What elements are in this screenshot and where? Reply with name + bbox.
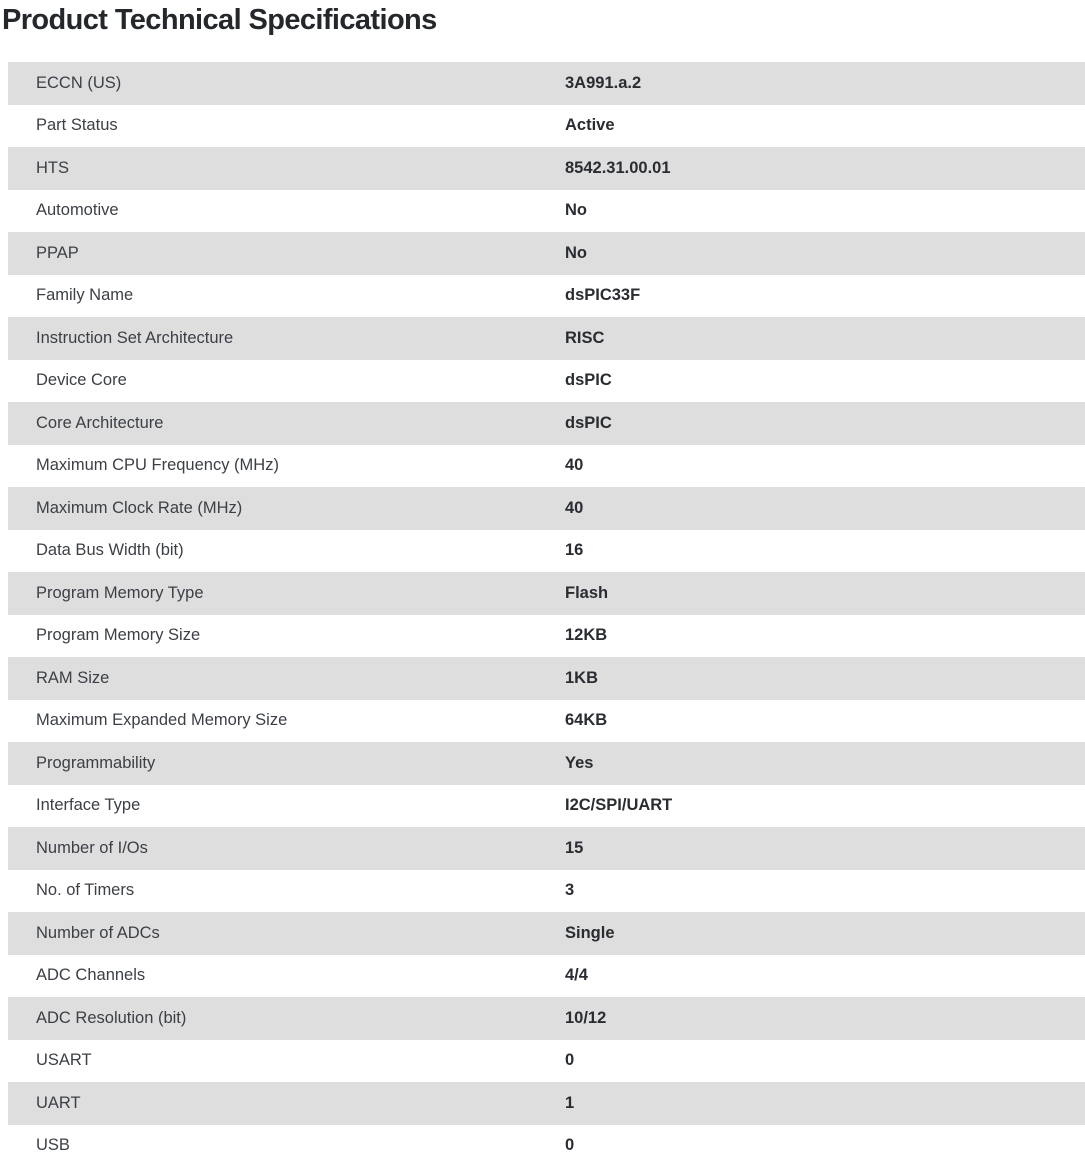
spec-label: Device Core xyxy=(8,371,565,390)
spec-value: 1KB xyxy=(565,669,1085,688)
spec-value: Active xyxy=(565,116,1085,135)
spec-value: dsPIC xyxy=(565,414,1085,433)
spec-value: 15 xyxy=(565,839,1085,858)
spec-row: Maximum CPU Frequency (MHz)40 xyxy=(8,445,1085,488)
page-title: Product Technical Specifications xyxy=(0,0,1085,37)
spec-label: Maximum Clock Rate (MHz) xyxy=(8,499,565,518)
spec-label: RAM Size xyxy=(8,669,565,688)
spec-label: Interface Type xyxy=(8,796,565,815)
spec-label: Number of ADCs xyxy=(8,924,565,943)
spec-value: Flash xyxy=(565,584,1085,603)
spec-value: 10/12 xyxy=(565,1009,1085,1028)
spec-label: Maximum Expanded Memory Size xyxy=(8,711,565,730)
spec-label: No. of Timers xyxy=(8,881,565,900)
spec-value: 0 xyxy=(565,1051,1085,1070)
spec-value: No xyxy=(565,201,1085,220)
spec-value: No xyxy=(565,244,1085,263)
spec-label: USB xyxy=(8,1136,565,1155)
spec-value: 3A991.a.2 xyxy=(565,74,1085,93)
spec-label: Maximum CPU Frequency (MHz) xyxy=(8,456,565,475)
spec-value: 4/4 xyxy=(565,966,1085,985)
spec-label: Instruction Set Architecture xyxy=(8,329,565,348)
spec-value: RISC xyxy=(565,329,1085,348)
spec-value: dsPIC xyxy=(565,371,1085,390)
spec-label: HTS xyxy=(8,159,565,178)
spec-label: Data Bus Width (bit) xyxy=(8,541,565,560)
spec-label: ECCN (US) xyxy=(8,74,565,93)
spec-value: 64KB xyxy=(565,711,1085,730)
spec-value: I2C/SPI/UART xyxy=(565,796,1085,815)
spec-label: Number of I/Os xyxy=(8,839,565,858)
spec-label: Core Architecture xyxy=(8,414,565,433)
spec-label: Programmability xyxy=(8,754,565,773)
spec-label: Program Memory Type xyxy=(8,584,565,603)
spec-value: Single xyxy=(565,924,1085,943)
spec-label: Family Name xyxy=(8,286,565,305)
spec-row: Maximum Clock Rate (MHz)40 xyxy=(8,487,1085,530)
spec-value: 12KB xyxy=(565,626,1085,645)
spec-label: Program Memory Size xyxy=(8,626,565,645)
spec-value: 16 xyxy=(565,541,1085,560)
spec-value: 3 xyxy=(565,881,1085,900)
spec-value: 40 xyxy=(565,499,1085,518)
spec-row: ADC Resolution (bit)10/12 xyxy=(8,997,1085,1040)
spec-row: Data Bus Width (bit)16 xyxy=(8,530,1085,573)
spec-label: PPAP xyxy=(8,244,565,263)
spec-value: 40 xyxy=(565,456,1085,475)
spec-label: Automotive xyxy=(8,201,565,220)
spec-row: ECCN (US)3A991.a.2 xyxy=(8,62,1085,105)
spec-value: 1 xyxy=(565,1094,1085,1113)
spec-value: 0 xyxy=(565,1136,1085,1155)
spec-label: USART xyxy=(8,1051,565,1070)
spec-label: ADC Channels xyxy=(8,966,565,985)
spec-label: UART xyxy=(8,1094,565,1113)
spec-value: dsPIC33F xyxy=(565,286,1085,305)
spec-label: Part Status xyxy=(8,116,565,135)
spec-value: 8542.31.00.01 xyxy=(565,159,1085,178)
spec-value: Yes xyxy=(565,754,1085,773)
spec-label: ADC Resolution (bit) xyxy=(8,1009,565,1028)
